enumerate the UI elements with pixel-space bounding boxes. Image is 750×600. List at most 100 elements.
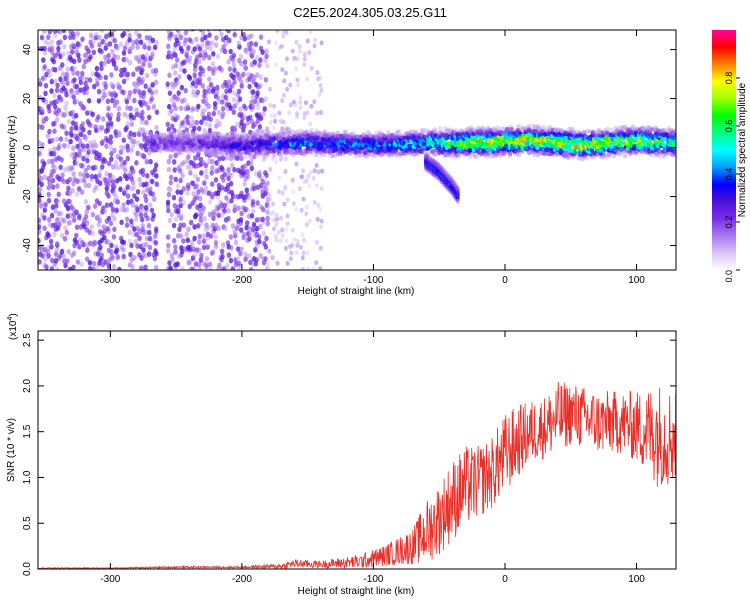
heatmap-cell <box>106 58 111 65</box>
heatmap-cell <box>203 162 208 169</box>
heatmap-cell <box>146 222 152 229</box>
heatmap-cell <box>206 225 211 231</box>
heatmap-cell <box>618 151 623 156</box>
heatmap-cell <box>306 266 311 270</box>
heatmap-cell <box>57 142 62 149</box>
heatmap-cell <box>87 260 93 266</box>
heatmap-cell <box>263 244 269 250</box>
heatmap-cell <box>61 217 67 224</box>
heatmap-cell <box>154 181 159 187</box>
heatmap-cell <box>226 58 231 65</box>
heatmap-cell <box>243 251 248 257</box>
heatmap-cell <box>226 167 231 173</box>
heatmap-cell <box>71 171 76 177</box>
heatmap-cell <box>239 131 244 137</box>
heatmap-cell <box>62 34 68 41</box>
heatmap-cell <box>304 222 309 228</box>
heatmap-cell <box>86 164 91 171</box>
heatmap-cell <box>224 34 229 41</box>
heatmap-cell <box>265 200 270 207</box>
heatmap-cell <box>197 261 202 268</box>
heatmap-cell <box>85 157 90 164</box>
heatmap-cell <box>210 61 216 67</box>
heatmap-cell <box>307 183 312 189</box>
heatmap-cell <box>114 99 120 105</box>
heatmap-cell <box>251 89 256 95</box>
heatmap-cell <box>135 243 140 249</box>
heatmap-cell <box>52 146 57 152</box>
snr-plot-area <box>38 331 676 569</box>
heatmap-cell <box>130 202 136 208</box>
heatmap-cell <box>252 59 257 65</box>
heatmap-cell <box>260 178 266 185</box>
heatmap-cell <box>195 89 200 96</box>
heatmap-cell <box>318 245 323 251</box>
heatmap-cell <box>582 129 587 135</box>
heatmap-cell <box>304 100 308 106</box>
heatmap-cell <box>128 130 133 136</box>
heatmap-cell <box>49 45 55 51</box>
heatmap-cell <box>178 168 183 174</box>
heatmap-cell <box>228 48 233 55</box>
heatmap-cell <box>81 155 86 162</box>
heatmap-cell <box>206 30 211 32</box>
heatmap-cell <box>62 112 67 118</box>
heatmap-cell <box>366 151 372 157</box>
heatmap-cell <box>228 105 233 111</box>
heatmap-cell <box>264 53 269 59</box>
heatmap-cell <box>114 207 120 213</box>
heatmap-cell <box>197 76 203 83</box>
heatmap-cell <box>232 79 237 85</box>
heatmap-cell <box>134 86 139 92</box>
heatmap-cell <box>274 159 279 165</box>
heatmap-cell <box>140 115 145 121</box>
heatmap-cell <box>99 252 105 258</box>
heatmap-cell <box>273 233 278 239</box>
heatmap-cell <box>96 114 101 120</box>
heatmap-cell <box>250 226 256 233</box>
heatmap-x-tick-label: 100 <box>628 275 645 286</box>
heatmap-cell <box>232 67 237 73</box>
heatmap-cell <box>70 187 75 194</box>
heatmap-cell <box>74 209 79 215</box>
heatmap-x-tick-label: -300 <box>100 275 120 286</box>
heatmap-cell <box>269 138 275 143</box>
heatmap-cell <box>181 238 186 244</box>
heatmap-cell <box>154 79 159 86</box>
heatmap-cell <box>142 42 147 48</box>
heatmap-cell <box>197 239 202 245</box>
heatmap-cell <box>314 162 319 168</box>
heatmap-cell <box>251 221 257 228</box>
heatmap-cell <box>284 30 289 35</box>
heatmap-cell <box>46 68 51 74</box>
heatmap-cell <box>87 129 92 136</box>
heatmap-cell <box>89 43 95 49</box>
heatmap-cell <box>200 83 205 89</box>
heatmap-cell <box>174 37 180 44</box>
heatmap-cell <box>165 199 171 206</box>
heatmap-cell <box>238 250 243 257</box>
heatmap-cell <box>65 80 70 87</box>
heatmap-cell <box>433 129 439 135</box>
heatmap-cell <box>290 48 295 54</box>
heatmap-cell <box>90 230 96 237</box>
heatmap-cell <box>228 155 234 162</box>
heatmap-cell <box>53 67 58 73</box>
heatmap-cell <box>279 215 284 221</box>
heatmap-cell <box>132 97 137 104</box>
heatmap-cell <box>109 248 114 255</box>
heatmap-cell <box>592 131 597 136</box>
heatmap-cell <box>61 80 66 86</box>
heatmap-cell <box>221 242 226 248</box>
heatmap-cell <box>121 137 127 143</box>
heatmap-cell <box>202 180 207 186</box>
heatmap-cell <box>313 37 318 43</box>
heatmap-cell <box>537 125 542 131</box>
heatmap-cell <box>192 46 197 52</box>
heatmap-cell <box>70 109 75 116</box>
heatmap-cell <box>253 41 259 48</box>
heatmap-cell <box>224 88 229 95</box>
heatmap-cell <box>64 75 70 82</box>
heatmap-cell <box>38 217 41 223</box>
heatmap-cell <box>294 39 299 45</box>
